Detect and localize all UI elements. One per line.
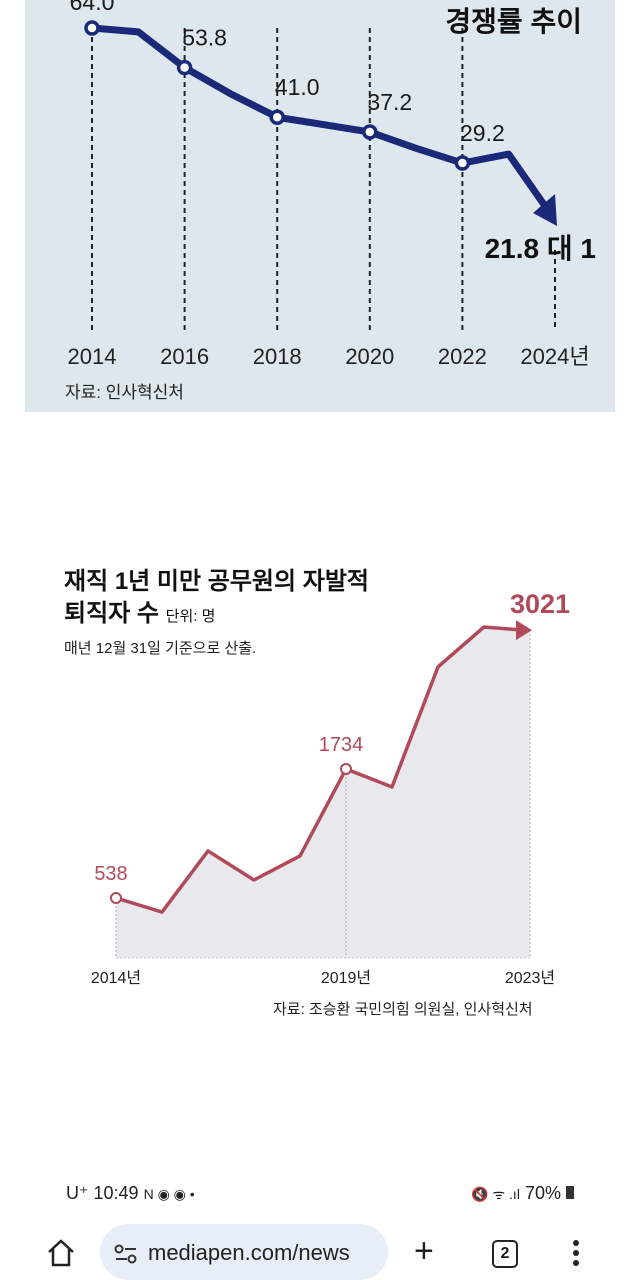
data-point (84, 20, 100, 36)
arrow-head (516, 620, 532, 641)
x-tick-label: 2022 (438, 344, 487, 369)
chart1-source: 자료: 인사혁신처 (65, 383, 184, 402)
notification-icons: N ◉ ◉ • (143, 1186, 195, 1202)
signal-icons: 🔇 ᯤ .ıl (471, 1186, 520, 1202)
x-tick-label: 2023년 (505, 969, 555, 987)
new-tab-icon[interactable]: + (414, 1232, 434, 1270)
data-point (176, 59, 193, 76)
tab-count-button[interactable]: 2 (492, 1240, 518, 1268)
data-point (269, 109, 285, 125)
x-tick-label: 2014 (68, 344, 117, 369)
chart1-title: 경쟁률 추이 (445, 6, 582, 37)
site-settings-icon[interactable] (114, 1244, 138, 1264)
x-tick-label: 2024년 (520, 344, 589, 369)
data-point (362, 124, 378, 140)
chart2-source: 자료: 조승환 국민의힘 의원실, 인사혁신처 (273, 1001, 533, 1018)
area-fill (116, 626, 530, 958)
carrier: U⁺ (66, 1183, 89, 1203)
chart2-title-line1: 재직 1년 미만 공무원의 자발적 (64, 568, 369, 595)
clock: 10:49 (93, 1183, 139, 1203)
x-tick-label: 2018 (253, 344, 302, 369)
battery-icon (566, 1186, 574, 1199)
data-label: 538 (94, 863, 127, 885)
series-line (91, 24, 548, 209)
arrow-head (533, 194, 557, 226)
address-bar[interactable] (100, 1224, 388, 1280)
x-tick-label: 2020 (345, 344, 394, 369)
data-point (454, 155, 471, 171)
url-text[interactable]: mediapen.com/news (148, 1240, 350, 1265)
chart2-note: 매년 12월 31일 기준으로 산출. (64, 640, 257, 657)
data-label: 1734 (319, 734, 364, 756)
data-point (340, 762, 352, 775)
data-label: 64.0 (70, 0, 115, 15)
status-right: 🔇 ᯤ .ıl 70% (471, 1183, 574, 1204)
battery-level: 70% (524, 1183, 561, 1203)
x-tick-label: 2019년 (321, 969, 371, 987)
chart2-title: 재직 1년 미만 공무원의 자발적 퇴직자 수 단위: 명 (64, 566, 369, 633)
data-point (110, 892, 122, 904)
final-value-label: 21.8 대 1 (485, 233, 596, 264)
x-tick-label: 2016 (160, 344, 209, 369)
competition-rate-chart-panel (25, 0, 615, 412)
data-label: 37.2 (367, 89, 412, 115)
data-label: 41.0 (275, 74, 320, 100)
chart2-title-line2: 퇴직자 수 (64, 600, 159, 627)
data-label: 53.8 (182, 25, 227, 51)
series-line (115, 625, 523, 914)
home-icon[interactable] (46, 1238, 76, 1268)
status-left: U⁺ 10:49 N ◉ ◉ • (66, 1183, 195, 1204)
chart2-unit: 단위: 명 (165, 608, 216, 625)
resignation-chart: 538 1734 3021 2014년 2019년 2023년 (91, 589, 570, 987)
data-label: 29.2 (460, 120, 505, 146)
competition-rate-chart: 2014 2016 2018 2020 2022 2024년 64.0 53.8 41.0 37.… (68, 0, 596, 369)
data-label: 3021 (510, 589, 570, 619)
x-tick-label: 2014년 (91, 969, 141, 987)
menu-icon[interactable] (573, 1240, 579, 1266)
